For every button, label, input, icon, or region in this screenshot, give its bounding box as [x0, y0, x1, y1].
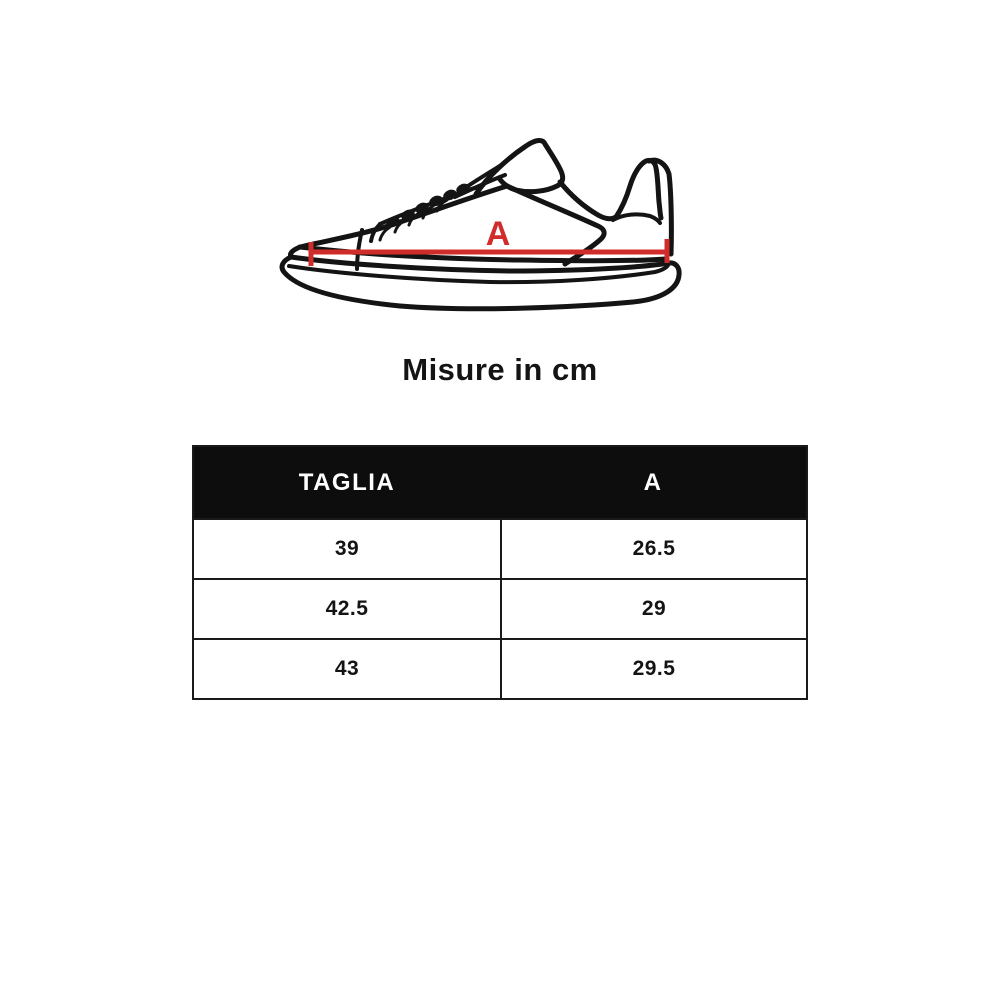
header-taglia: TAGLIA: [298, 468, 396, 496]
header-a: A: [643, 468, 663, 496]
taglia-cell: 43: [334, 657, 360, 680]
shoe-measure-diagram: A: [279, 138, 682, 312]
a-cell: 26.5: [500, 520, 806, 578]
a-cell: 29: [500, 580, 806, 638]
taglia-cell: 42.5: [325, 597, 369, 620]
taglia-cell: 39: [334, 537, 360, 560]
size-table: TAGLIA A 39 26.5 42.5 29 43 29.5: [192, 445, 808, 700]
table-row: 42.5 29: [194, 578, 806, 638]
a-cell: 29.5: [500, 640, 806, 698]
measure-line-a: [308, 239, 670, 266]
lace-dots: [378, 183, 470, 242]
table-row: 43 29.5: [194, 638, 806, 698]
measure-label-a: A: [486, 215, 511, 253]
table-row: 39 26.5: [194, 518, 806, 578]
sneaker-outline: [279, 138, 682, 312]
page-title: Misure in cm: [402, 352, 598, 387]
size-table-header-row: TAGLIA A: [194, 447, 806, 518]
